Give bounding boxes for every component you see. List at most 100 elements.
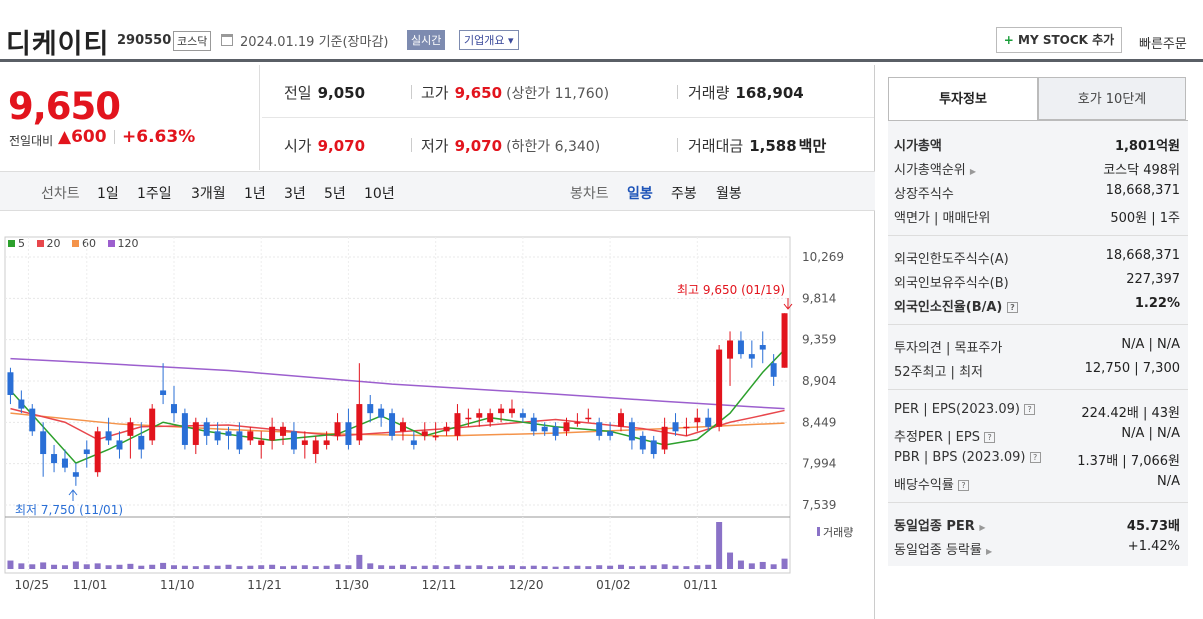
help-icon[interactable]: ?: [984, 432, 996, 443]
candle-body: [94, 431, 101, 473]
tab-ask-10[interactable]: 호가 10단계: [1038, 77, 1186, 120]
price-chart-panel: 9,650 전일대비 ▲600 +6.63% 전일 9,050 고가 9,650 (상…: [0, 65, 875, 619]
x-tick-label: 01/11: [683, 578, 718, 592]
candle-body: [410, 440, 417, 445]
row-value: 18,668,371: [1105, 183, 1180, 198]
price-chart[interactable]: 10,269 9,814 9,359 8,904 8,449 7,994 7,539 10/2…: [0, 65, 875, 619]
candle-body: [563, 422, 570, 432]
stock-code: 290550: [117, 33, 172, 48]
candle-body: [508, 408, 515, 414]
row-label: 추정PER | EPS ?: [894, 426, 996, 445]
y-tick-label: 9,359: [802, 333, 836, 347]
row-label: 외국인한도주식수(A): [894, 252, 1009, 267]
candle-body: [421, 431, 428, 436]
candle-monthly[interactable]: 월봉: [716, 186, 742, 202]
volume-bar: [661, 564, 668, 569]
y-tick-label: 10,269: [802, 250, 844, 264]
price-box: 9,650 전일대비 ▲600 +6.63%: [0, 65, 260, 170]
candle-body: [519, 413, 526, 418]
row-value: N/A | N/A: [1121, 426, 1180, 441]
candle-body: [454, 413, 461, 436]
x-tick-label: 10/25: [14, 578, 49, 592]
divider: [677, 138, 678, 152]
help-icon[interactable]: ?: [957, 480, 969, 491]
candle-daily[interactable]: 일봉: [627, 186, 653, 202]
help-icon[interactable]: ?: [1029, 452, 1041, 463]
x-tick-label: 01/02: [596, 578, 631, 592]
pbr-row: PBR | BPS (2023.09) ? 1.37배 | 7,066원: [894, 450, 1180, 470]
candle-body: [105, 431, 112, 441]
tab-invest-info[interactable]: 투자정보: [888, 77, 1038, 120]
y-tick-label: 7,994: [802, 457, 836, 471]
volume-bar: [716, 522, 723, 569]
add-mystock-button[interactable]: + MY STOCK 추가: [996, 27, 1122, 53]
volume-bar: [356, 554, 363, 569]
ma5-line: [9, 349, 786, 465]
volume-bar: [334, 564, 341, 569]
candle-body: [574, 422, 581, 424]
period-1d[interactable]: 1일: [97, 186, 119, 202]
amount-label: 거래대금: [688, 137, 744, 155]
candle-body: [399, 422, 406, 432]
candle-body: [607, 431, 614, 436]
divider: [888, 235, 1188, 236]
row-label: PER | EPS(2023.09) ?: [894, 402, 1036, 417]
market-cap-row: 시가총액 1,801억원: [894, 135, 1180, 155]
volume-bar: [345, 565, 352, 569]
candle-body: [203, 422, 210, 436]
volume-bar: [367, 563, 374, 569]
market-cap-rank-row[interactable]: 시가총액순위 ▶ 코스닥 498위: [894, 159, 1180, 179]
volume-bar: [541, 566, 548, 569]
base-date: 2024.01.19 기준(장마감): [240, 35, 389, 50]
row-label: 동일업종 PER ▶: [894, 515, 985, 534]
industry-rate-row[interactable]: 동일업종 등락률 ▶ +1.42%: [894, 539, 1180, 559]
candle-body: [727, 340, 734, 359]
est-per-label: 추정PER | EPS: [894, 430, 980, 445]
ma-legend: 5 20 60 120: [8, 237, 147, 250]
per-row: PER | EPS(2023.09) ? 224.42배 | 43원: [894, 402, 1180, 422]
candle-body: [759, 345, 766, 350]
volume-bar: [40, 562, 47, 569]
help-icon[interactable]: ?: [1006, 302, 1018, 313]
help-icon[interactable]: ?: [1024, 404, 1036, 415]
legend-swatch: [8, 240, 15, 247]
candle-body: [269, 426, 276, 441]
candle-body: [29, 408, 36, 432]
candle-body: [748, 354, 755, 359]
candle-weekly[interactable]: 주봉: [671, 186, 697, 202]
industry-per-row[interactable]: 동일업종 PER ▶ 45.73배: [894, 515, 1180, 535]
realtime-button[interactable]: 실시간: [407, 30, 446, 50]
candle-body: [247, 431, 254, 441]
volume-bar: [258, 565, 265, 569]
volume-bar: [727, 552, 734, 569]
row-label: 외국인보유주식수(B): [894, 276, 1009, 291]
period-5y[interactable]: 5년: [324, 186, 346, 202]
x-tick-label: 11/30: [334, 578, 369, 592]
open-label: 시가: [284, 137, 312, 155]
period-10y[interactable]: 10년: [364, 186, 395, 202]
volume-label: 거래량: [688, 84, 730, 102]
candle-body: [51, 454, 58, 464]
quick-order-button[interactable]: 빠른주문: [1139, 37, 1187, 52]
candle-body: [236, 431, 243, 450]
high-annotation: 최고 9,650 (01/19): [677, 283, 785, 297]
volume-bar: [18, 563, 25, 569]
prev-close-value: 9,050: [317, 84, 366, 102]
volume-bar: [650, 565, 657, 569]
company-info-button[interactable]: 기업개요 ▾: [459, 30, 519, 50]
volume-bar: [225, 564, 232, 569]
candle-body: [170, 404, 177, 414]
period-3m[interactable]: 3개월: [191, 186, 226, 202]
volume-bar: [312, 566, 319, 569]
candle-body: [160, 390, 167, 395]
volume-bar: [399, 564, 406, 569]
foreign-limit-row: 외국인한도주식수(A) 18,668,371: [894, 248, 1180, 268]
candle-body: [737, 340, 744, 355]
volume-bar: [421, 565, 428, 569]
volume-bar: [443, 566, 450, 569]
prev-close: 전일 9,050: [284, 82, 365, 103]
period-1w[interactable]: 1주일: [137, 186, 172, 202]
period-1y[interactable]: 1년: [244, 186, 266, 202]
period-3y[interactable]: 3년: [284, 186, 306, 202]
volume-bar: [454, 564, 461, 569]
